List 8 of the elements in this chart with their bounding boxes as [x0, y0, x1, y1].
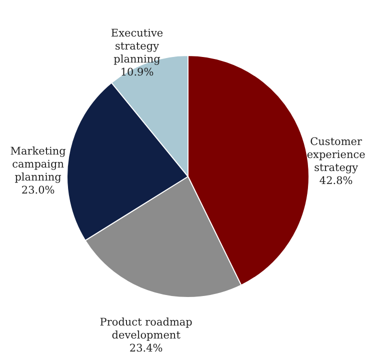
- data-label: 10.9%: [120, 66, 154, 78]
- data-label: 23.0%: [21, 184, 55, 197]
- data-label: 23.4%: [129, 342, 163, 354]
- data-label: 42.8%: [319, 175, 353, 188]
- slice-label: Customer experience strategy: [306, 136, 366, 174]
- slice-label: Executive strategy planning: [110, 27, 164, 66]
- slice-label: Marketing campaign planning: [10, 146, 66, 184]
- slice-label: Product roadmap development: [100, 316, 193, 342]
